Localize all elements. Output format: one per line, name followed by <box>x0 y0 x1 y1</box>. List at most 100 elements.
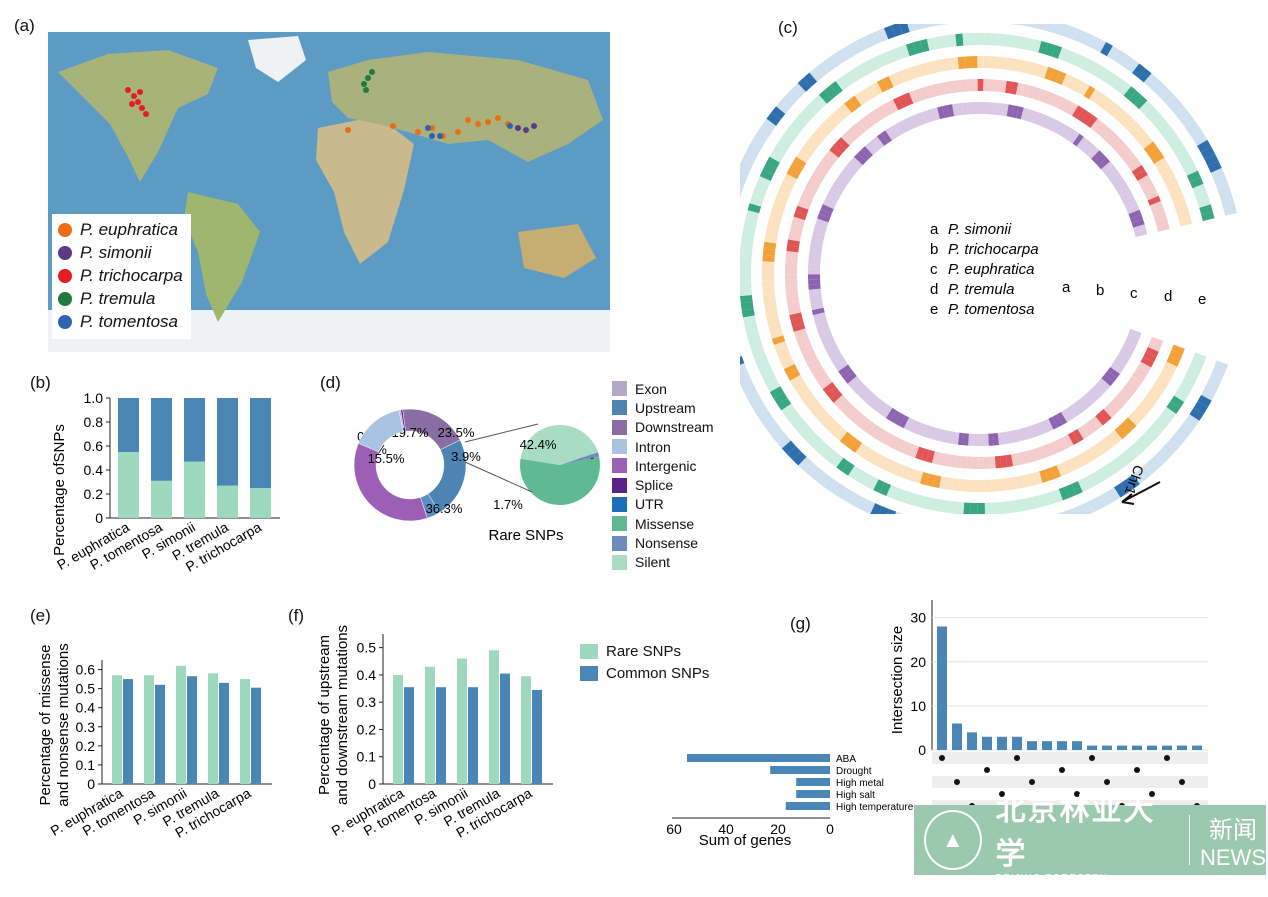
circos-segment <box>1177 383 1192 396</box>
panel-label-f: (f) <box>288 606 305 625</box>
circos-segment <box>926 37 937 51</box>
circos-segment <box>807 400 822 414</box>
circos-segment <box>749 397 765 411</box>
circos-segment <box>913 64 923 78</box>
circos-segment <box>792 451 807 466</box>
circos-segment <box>1089 89 1101 103</box>
circos-segment <box>1177 210 1191 221</box>
site-dot <box>531 123 537 129</box>
circos-segment <box>927 108 936 122</box>
circos-segment <box>808 269 821 275</box>
circos-segment <box>785 262 798 269</box>
circos-segment <box>777 397 792 411</box>
circos-segment <box>845 406 859 420</box>
circos-segment <box>839 103 852 117</box>
circos-segment <box>1059 510 1068 514</box>
circos-segment <box>957 432 965 446</box>
circos-segment <box>809 174 823 185</box>
circos-segment <box>937 106 945 120</box>
circos-segment <box>1098 378 1111 390</box>
circos-segment <box>773 341 788 352</box>
circos-segment <box>1125 155 1139 168</box>
circos-segment <box>999 80 1007 93</box>
circos-segment <box>1138 464 1153 480</box>
circos-segment <box>1147 195 1161 206</box>
circos-segment <box>1061 73 1073 88</box>
y-tick-label: 0.3 <box>357 694 377 710</box>
circos-segment <box>1112 77 1126 92</box>
circos-segment <box>1024 37 1035 51</box>
circos-segment <box>1056 513 1060 514</box>
circos-segment <box>809 67 824 82</box>
circos-segment <box>798 110 813 124</box>
circos-segment <box>841 368 854 380</box>
circos-segment <box>960 79 967 92</box>
circos-segment <box>794 420 809 434</box>
legend-swatch <box>612 458 627 474</box>
eurasia-landmass <box>328 52 603 162</box>
circos-segment <box>1134 229 1148 238</box>
circos-segment <box>1094 381 1108 394</box>
circos-segment <box>815 164 829 176</box>
circos-segment <box>809 298 823 306</box>
circos-segment <box>1126 333 1140 343</box>
y-tick-label: 0.5 <box>357 640 377 656</box>
bar-rare <box>208 673 218 784</box>
circos-segment <box>860 88 872 102</box>
circos-segment <box>1015 82 1025 96</box>
circos-segment <box>1147 388 1162 401</box>
y-tick-label: 0 <box>95 510 103 526</box>
circos-segment <box>1060 409 1072 423</box>
circos-segment <box>1094 92 1107 107</box>
circos-segment <box>1047 92 1058 106</box>
circos-segment <box>835 76 849 91</box>
circos-segment <box>1037 445 1048 460</box>
circos-segment <box>1166 438 1181 453</box>
legend-swatch <box>612 400 627 416</box>
bar-rare <box>176 665 186 784</box>
circos-segment <box>898 94 909 108</box>
circos-segment <box>793 380 807 392</box>
circos-segment <box>1058 486 1070 501</box>
circos-segment <box>771 106 786 120</box>
circos-segment <box>1021 84 1030 98</box>
panel-label-d: (d) <box>320 373 341 392</box>
circos-segment <box>832 356 846 368</box>
circos-segment <box>828 53 842 68</box>
circos-segment <box>1160 89 1175 104</box>
circos-segment <box>1066 507 1077 514</box>
circos-segment <box>972 456 979 469</box>
circos-segment <box>808 258 821 265</box>
circos-segment <box>804 353 818 365</box>
circos-segment <box>951 57 959 70</box>
circos-segment <box>1118 112 1132 126</box>
circos-segment <box>786 245 800 253</box>
circos-segment <box>932 475 942 489</box>
set-label: High salt <box>836 790 875 801</box>
circos-segment <box>876 78 889 93</box>
bar-rare <box>250 488 271 518</box>
circos-segment <box>829 111 843 126</box>
ring-label: a <box>1062 279 1071 296</box>
circos-segment <box>1135 131 1150 144</box>
circos-segment <box>809 363 824 375</box>
circos-segment <box>822 199 836 209</box>
circos-segment <box>1016 428 1025 442</box>
g-ylabel: Intersection size <box>889 626 906 734</box>
legend-item: Downstream <box>612 418 714 437</box>
set-size-bar <box>785 802 830 810</box>
circos-segment <box>877 455 889 470</box>
circos-segment <box>762 416 777 430</box>
donut-label: 3.9% <box>451 449 481 464</box>
circos-segment <box>1065 483 1077 498</box>
circos-segment <box>1104 434 1118 448</box>
circos-segment <box>1173 198 1187 209</box>
legend-swatch <box>612 554 627 570</box>
circos-segment <box>849 492 862 508</box>
circos-segment <box>864 142 877 156</box>
circos-segment <box>862 499 876 514</box>
d-legend: Exon Upstream Downstream Intron Intergenic Sp… <box>612 379 714 572</box>
circos-segment <box>848 41 861 56</box>
circos-segment <box>1134 438 1148 452</box>
circos-segment <box>1107 401 1120 414</box>
